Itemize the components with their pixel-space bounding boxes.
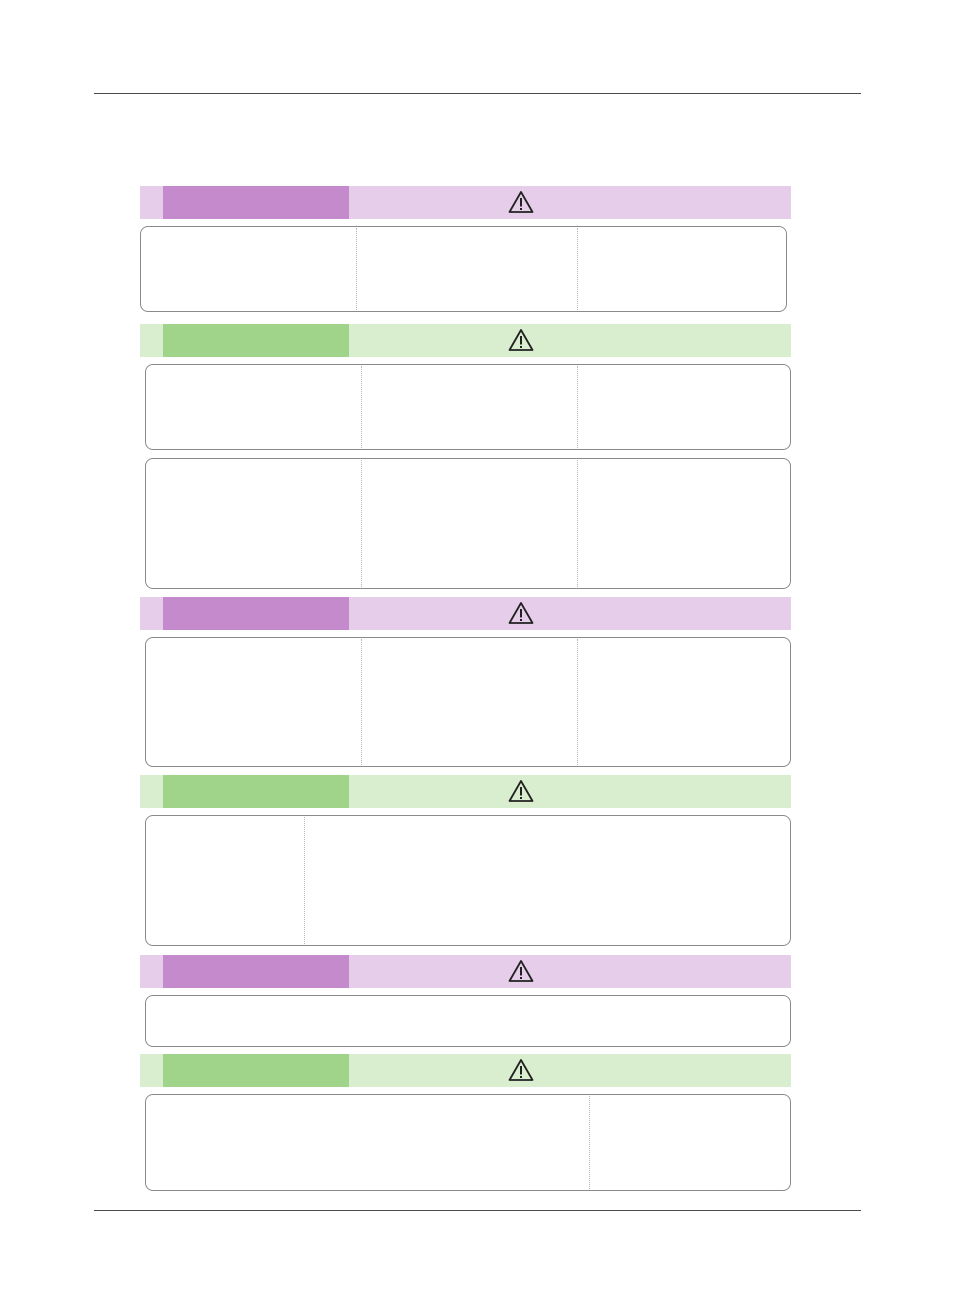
section-header-4 [140,775,791,808]
section-header-accent [140,775,163,808]
section-header-2 [140,324,791,357]
section-header-6 [140,1054,791,1087]
section-header-bar [349,186,791,219]
column-divider [304,817,305,944]
column-divider [577,460,578,587]
section-header-bar [349,1054,791,1087]
section-header-accent [140,597,163,630]
section-header-5 [140,955,791,988]
column-divider [361,460,362,587]
section-header-accent [140,1054,163,1087]
warning-triangle-icon [508,329,534,351]
column-divider [356,228,357,310]
header-rule [94,93,861,94]
content-panel-2a [145,364,791,450]
content-panel-1 [140,226,787,312]
warning-triangle-icon [508,1059,534,1081]
section-header-bar [349,955,791,988]
content-panel-5 [145,995,791,1047]
column-divider [577,639,578,765]
section-header-1 [140,186,791,219]
content-panel-2b [145,458,791,589]
warning-triangle-icon [508,602,534,624]
section-header-bar [349,324,791,357]
footer-rule [94,1210,861,1211]
section-header-tab [163,597,349,630]
column-divider [577,366,578,448]
content-panel-6 [145,1094,791,1191]
warning-triangle-icon [508,191,534,213]
section-header-bar [349,597,791,630]
section-header-accent [140,955,163,988]
section-header-tab [163,775,349,808]
column-divider [589,1096,590,1189]
column-divider [577,228,578,310]
content-panel-4 [145,815,791,946]
column-divider [361,639,362,765]
section-header-tab [163,324,349,357]
warning-triangle-icon [508,780,534,802]
section-header-tab [163,186,349,219]
section-header-accent [140,324,163,357]
warning-triangle-icon [508,960,534,982]
section-header-bar [349,775,791,808]
section-header-tab [163,1054,349,1087]
section-header-3 [140,597,791,630]
section-header-tab [163,955,349,988]
content-panel-3 [145,637,791,767]
column-divider [361,366,362,448]
section-header-accent [140,186,163,219]
